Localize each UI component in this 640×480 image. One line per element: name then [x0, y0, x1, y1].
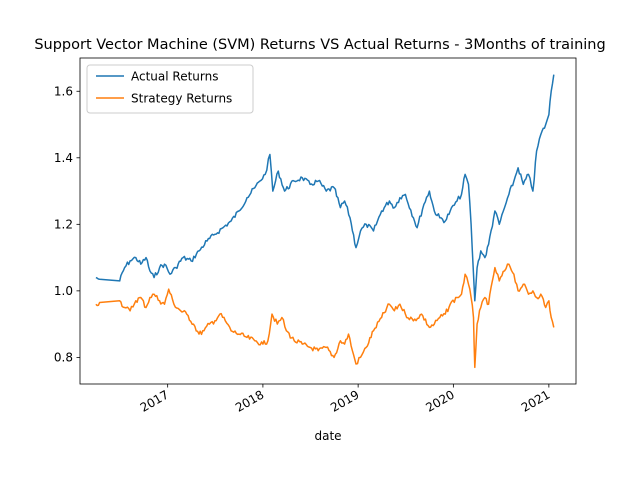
- y-tick-label: 1.2: [54, 218, 73, 232]
- x-tick-label: 2020: [423, 387, 456, 414]
- y-tick-label: 0.8: [54, 351, 73, 365]
- legend-label-actual: Actual Returns: [131, 70, 218, 84]
- x-tick-label: 2021: [519, 387, 552, 414]
- series-line-actual-returns: [95, 74, 555, 302]
- y-tick-label: 1.6: [54, 85, 73, 99]
- series-layer: [95, 74, 555, 369]
- x-tick-label: 2019: [328, 387, 361, 414]
- x-axis-label: date: [314, 429, 341, 443]
- y-tick-label: 1.0: [54, 284, 73, 298]
- axes-frame: [79, 57, 577, 385]
- chart-title: Support Vector Machine (SVM) Returns VS …: [34, 37, 605, 53]
- y-tick-label: 1.4: [54, 151, 73, 165]
- legend-label-strategy: Strategy Returns: [131, 92, 232, 106]
- legend-box: [86, 64, 254, 114]
- x-tick-label: 2017: [138, 387, 171, 414]
- x-tick-label: 2018: [233, 387, 266, 414]
- series-line-strategy-returns: [95, 263, 555, 369]
- legend: Actual Returns Strategy Returns: [86, 64, 254, 114]
